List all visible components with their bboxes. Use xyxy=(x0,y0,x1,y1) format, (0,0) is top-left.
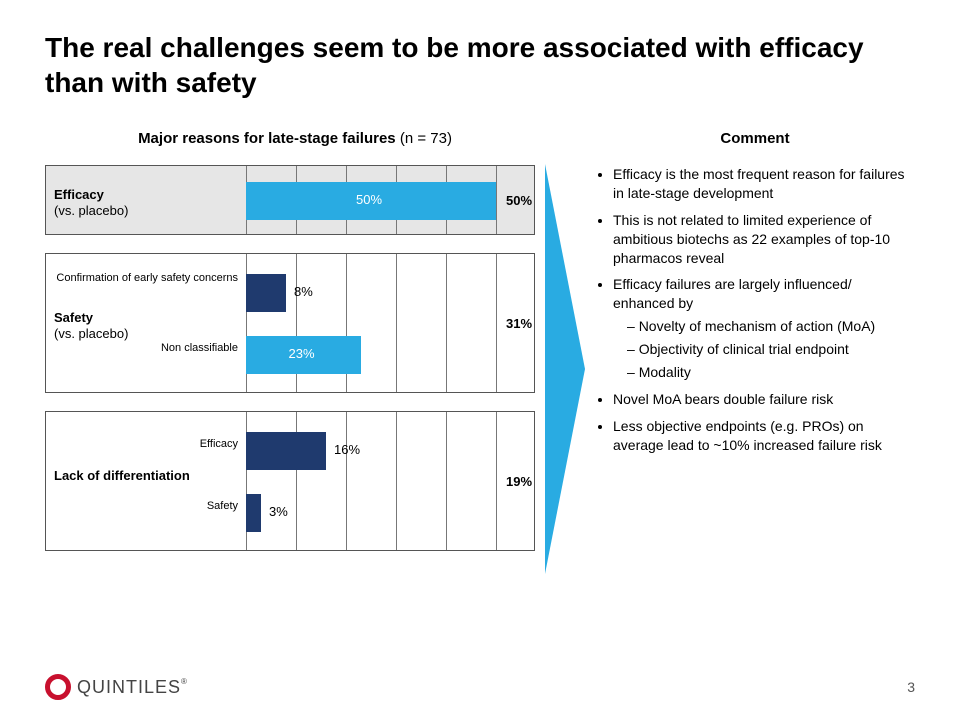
bar-value: 8% xyxy=(294,284,313,299)
group-label: Lack of differentiation xyxy=(54,468,190,484)
arrow-icon xyxy=(545,164,585,604)
chart-group: Efficacy(vs. placebo) 50% 50% xyxy=(45,165,535,235)
bar xyxy=(246,274,286,312)
group-total: 50% xyxy=(506,193,532,208)
bar-value: 16% xyxy=(334,442,360,457)
bar-sublabel: Efficacy xyxy=(46,438,238,451)
page-number: 3 xyxy=(907,679,915,695)
failure-reasons-chart: Efficacy(vs. placebo) 50% 50% Safety(vs. pl… xyxy=(45,165,545,565)
logo-ring-icon xyxy=(45,674,71,700)
group-label: Efficacy(vs. placebo) xyxy=(54,187,128,218)
quintiles-logo: QUINTILES® xyxy=(45,674,187,700)
sub-bullet-item: Novelty of mechanism of action (MoA) xyxy=(627,317,915,336)
chart-group: Lack of differentiation 19% Efficacy 16% Saf… xyxy=(45,411,535,551)
bullet-item: Less objective endpoints (e.g. PROs) on … xyxy=(613,417,915,455)
chart-group: Safety(vs. placebo) 31% Confirmation of ea… xyxy=(45,253,535,393)
group-total: 19% xyxy=(506,474,532,489)
bar xyxy=(246,432,326,470)
bar-value: 50% xyxy=(356,192,382,207)
bar-sublabel: Confirmation of early safety concerns xyxy=(46,272,238,285)
bar-value: 3% xyxy=(269,504,288,519)
bar-value: 23% xyxy=(289,346,315,361)
sub-bullet-item: Objectivity of clinical trial endpoint xyxy=(627,340,915,359)
bullet-item: This is not related to limited experienc… xyxy=(613,211,915,268)
sub-bullet-item: Modality xyxy=(627,363,915,382)
bar-sublabel: Non classifiable xyxy=(46,342,238,355)
bar-sublabel: Safety xyxy=(46,500,238,513)
bullet-item: Efficacy is the most frequent reason for… xyxy=(613,165,915,203)
bar xyxy=(246,494,261,532)
bullet-item: Efficacy failures are largely influenced… xyxy=(613,275,915,381)
chart-title: Major reasons for late-stage failures (n… xyxy=(45,130,545,147)
bullet-item: Novel MoA bears double failure risk xyxy=(613,390,915,409)
comment-bullets: Efficacy is the most frequent reason for… xyxy=(595,165,915,455)
group-label: Safety(vs. placebo) xyxy=(54,310,128,341)
slide-title: The real challenges seem to be more asso… xyxy=(45,30,915,100)
comment-title: Comment xyxy=(595,130,915,147)
group-total: 31% xyxy=(506,316,532,331)
